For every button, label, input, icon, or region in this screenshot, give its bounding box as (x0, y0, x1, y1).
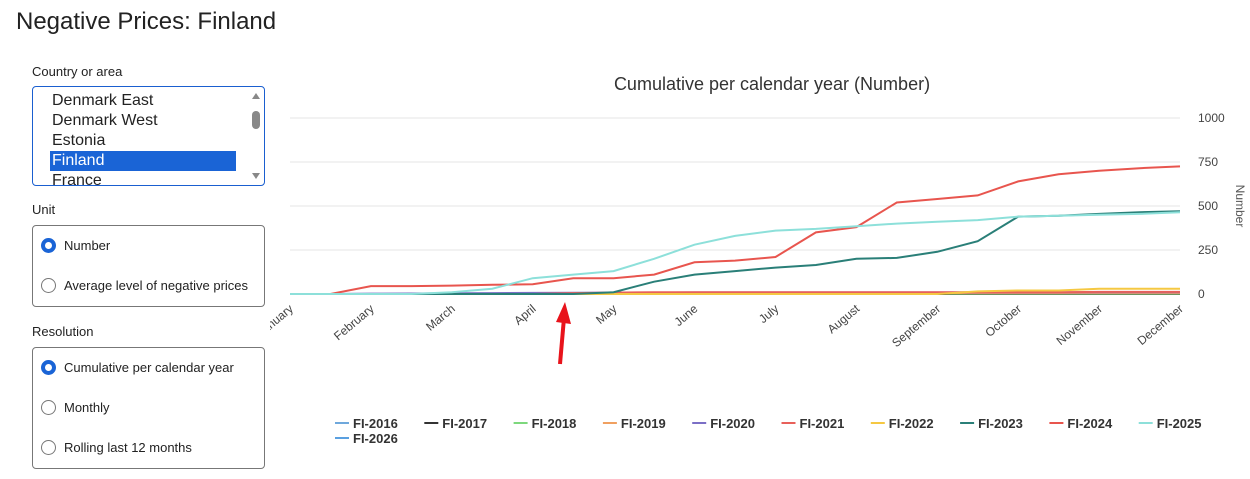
y-tick-label: 500 (1198, 199, 1218, 213)
x-tick-label: April (511, 302, 538, 328)
legend-item[interactable]: FI-2016 (335, 416, 398, 431)
y-axis-label: Number (1233, 185, 1247, 228)
resolution-label: Resolution (32, 324, 94, 339)
x-tick-label: November (1054, 302, 1105, 348)
country-option[interactable]: Denmark East (52, 92, 154, 109)
scrollbar-graphic (252, 93, 260, 179)
scrollbar[interactable] (250, 89, 262, 181)
radio-button[interactable] (41, 440, 56, 455)
radio-button[interactable] (41, 238, 56, 253)
page-title: Negative Prices: Finland (16, 8, 277, 35)
legend-label: FI-2025 (1157, 416, 1202, 431)
annotation-arrow (558, 317, 566, 365)
x-tick-label: December (1135, 302, 1186, 348)
radio-label: Cumulative per calendar year (64, 360, 234, 375)
legend-label: FI-2017 (442, 416, 487, 431)
legend-label: FI-2022 (889, 416, 934, 431)
x-tick-label: July (756, 302, 781, 326)
unit-group: Number Average level of negative prices (32, 225, 265, 307)
legend-item[interactable]: FI-2017 (424, 416, 487, 431)
legend-item[interactable]: FI-2019 (602, 416, 666, 431)
series-line (290, 210, 1181, 295)
legend-item[interactable]: FI-2018 (513, 416, 577, 431)
country-option[interactable]: Finland (50, 151, 236, 171)
y-tick-label: 1000 (1198, 111, 1225, 125)
legend-label: FI-2019 (621, 416, 666, 431)
legend-label: FI-2018 (532, 416, 577, 431)
legend-label: FI-2020 (710, 416, 755, 431)
radio-button[interactable] (41, 360, 56, 375)
radio-label: Monthly (64, 400, 110, 415)
country-listbox[interactable]: Denmark East Denmark West Estonia Finland Fr… (32, 86, 265, 186)
chart-title: Cumulative per calendar year (Number) (614, 74, 930, 94)
radio-button[interactable] (41, 278, 56, 293)
legend-label: FI-2024 (1067, 416, 1113, 431)
x-tick-label: September (889, 302, 943, 350)
series-line (290, 211, 1181, 295)
country-option[interactable]: France (52, 172, 102, 186)
y-tick-label: 250 (1198, 243, 1218, 257)
legend-item[interactable]: FI-2023 (960, 416, 1023, 431)
legend-label: FI-2021 (800, 416, 845, 431)
country-option[interactable]: Denmark West (52, 112, 158, 129)
radio-button[interactable] (41, 400, 56, 415)
country-label: Country or area (32, 64, 123, 79)
legend-label: FI-2023 (978, 416, 1023, 431)
x-tick-label: October (982, 302, 1024, 340)
legend-label: FI-2026 (353, 431, 398, 446)
legend-item[interactable]: FI-2026 (335, 431, 398, 446)
unit-label: Unit (32, 202, 56, 217)
x-tick-label: March (423, 302, 458, 334)
legend-item[interactable]: FI-2025 (1138, 416, 1202, 431)
legend-item[interactable]: FI-2024 (1049, 416, 1113, 431)
legend-item[interactable]: FI-2021 (781, 416, 845, 431)
country-option[interactable]: Estonia (52, 132, 106, 149)
legend-label: FI-2016 (353, 416, 398, 431)
legend-item[interactable]: FI-2022 (870, 416, 934, 431)
annotation-arrowhead (556, 302, 571, 324)
radio-label: Number (64, 238, 111, 253)
x-tick-label: August (825, 301, 863, 336)
x-tick-label: May (593, 302, 619, 327)
radio-label: Rolling last 12 months (64, 440, 192, 455)
y-tick-label: 750 (1198, 155, 1218, 169)
radio-label: Average level of negative prices (64, 278, 249, 293)
x-tick-label: January (254, 302, 296, 340)
x-tick-label: June (672, 301, 701, 329)
series-line (290, 165, 1181, 295)
legend-item[interactable]: FI-2020 (692, 416, 755, 431)
y-tick-label: 0 (1198, 287, 1205, 301)
resolution-group: Cumulative per calendar year Monthly Rolli… (32, 347, 265, 469)
x-tick-label: February (331, 302, 377, 344)
